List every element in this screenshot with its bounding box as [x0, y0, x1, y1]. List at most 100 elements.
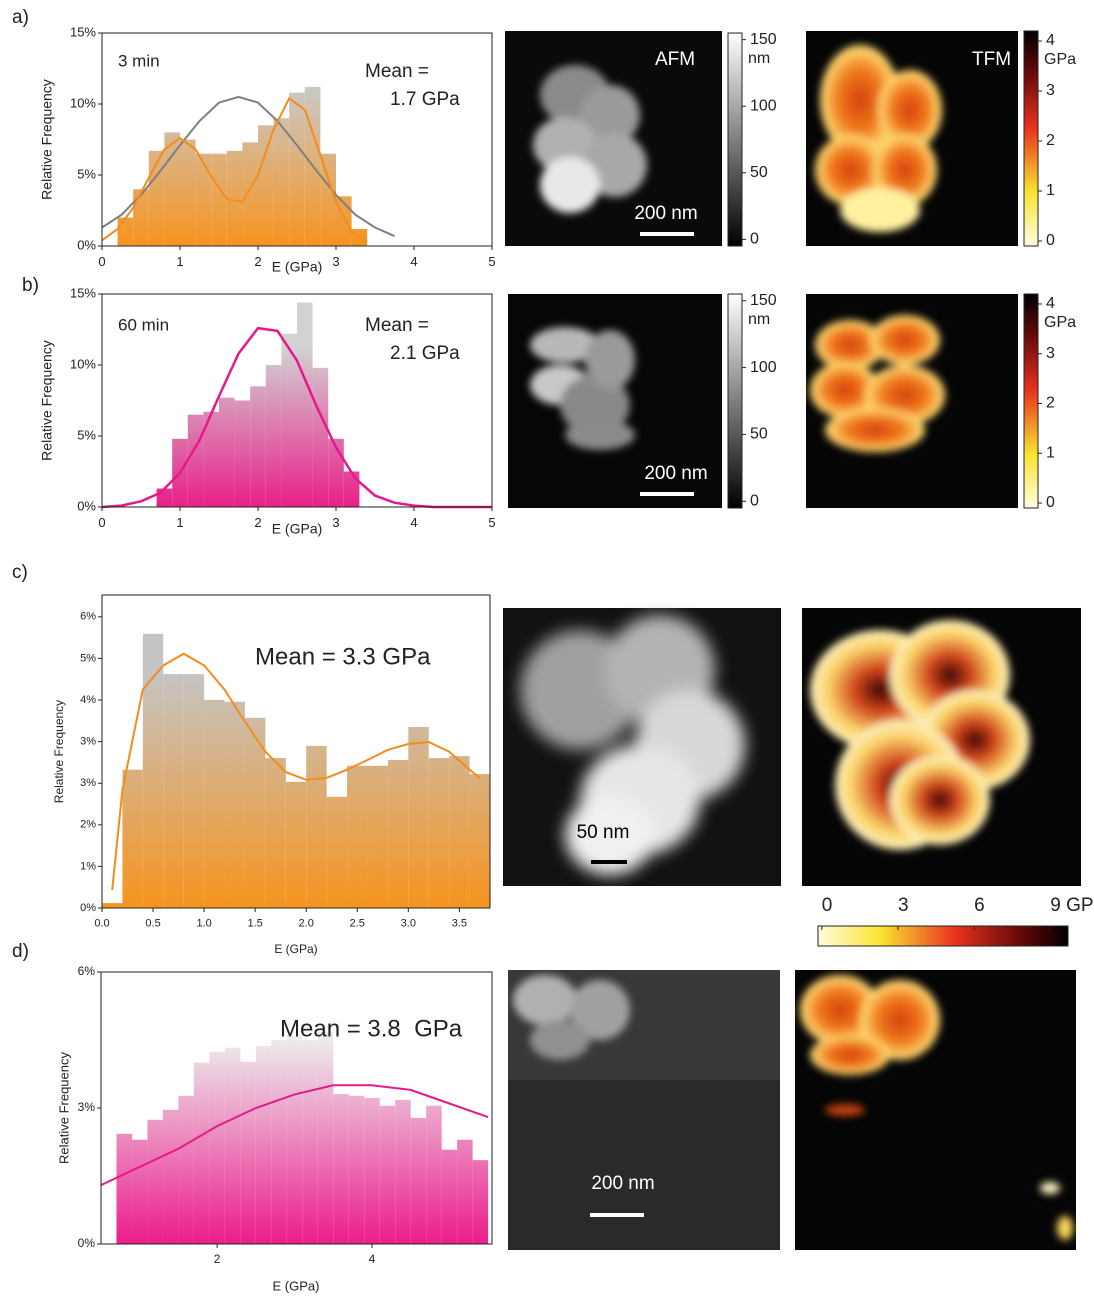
- y-tick-label: 6%: [78, 964, 96, 978]
- histogram-bar: [281, 333, 297, 507]
- x-tick-label: 4: [410, 515, 417, 530]
- histogram-bar: [333, 1093, 349, 1244]
- tfm-label: TFM: [972, 49, 1011, 70]
- x-tick-label: 1.5: [248, 918, 263, 930]
- fit-curve: [111, 652, 481, 891]
- colorbar: [1023, 30, 1039, 247]
- histogram-bar: [472, 1160, 489, 1244]
- scale-bar-label: 50 nm: [577, 822, 630, 843]
- colorbar-tick-label: 4: [1046, 295, 1055, 312]
- histogram-bar: [234, 400, 251, 507]
- colorbar-tick-label: 100: [750, 359, 777, 376]
- histogram-bar: [219, 397, 235, 507]
- x-tick-label: 3: [332, 254, 339, 269]
- y-tick-label: 4%: [80, 694, 96, 706]
- colorbar: [727, 293, 743, 509]
- histogram-bar: [142, 633, 164, 908]
- y-tick-label: 3%: [78, 1100, 96, 1114]
- colorbar-tick-label: 1: [1046, 444, 1055, 461]
- histogram-bar: [224, 701, 245, 908]
- histogram-bar: [116, 1133, 132, 1244]
- annotation: Mean = 3.8 GPa: [280, 1015, 463, 1042]
- x-tick-label: 0.0: [94, 918, 109, 930]
- histogram-panel: 0% 3% 6% 2 4 E (GPa) Relative Frequency Mean = …: [56, 964, 493, 1293]
- histogram-bar: [271, 1040, 287, 1244]
- panel-label: c): [12, 562, 28, 583]
- colorbar-tick-label: 150: [750, 31, 777, 48]
- panel-label: b): [22, 275, 39, 296]
- plot-frame: [101, 594, 491, 909]
- histogram-bar: [122, 769, 143, 908]
- histogram-bar: [410, 1117, 427, 1244]
- colorbar: [727, 32, 743, 247]
- histogram-bar: [133, 189, 149, 246]
- tfm-image: TFM: [806, 31, 1018, 246]
- y-tick-label: 2%: [80, 819, 96, 831]
- scale-bar-label: 200 nm: [644, 463, 707, 484]
- histogram-bar: [203, 411, 219, 507]
- histogram-bar: [326, 796, 348, 908]
- x-tick-label: 2.5: [350, 918, 365, 930]
- y-axis-label: Relative Frequency: [52, 700, 66, 803]
- y-tick-label: 10%: [70, 95, 96, 110]
- histogram-bar: [286, 1035, 303, 1244]
- histogram-bar: [187, 414, 204, 507]
- x-tick-label: 2: [254, 515, 261, 530]
- annotation: 1.7 GPa: [390, 89, 460, 110]
- histogram-bar: [204, 699, 225, 908]
- histogram-bar: [379, 1105, 396, 1244]
- y-axis-label: Relative Frequency: [39, 79, 55, 200]
- histogram-bar: [255, 1045, 272, 1244]
- histogram-bar: [211, 153, 227, 246]
- x-tick-label: 0.5: [145, 918, 160, 930]
- colorbar-unit: nm: [748, 311, 770, 328]
- histogram-bar: [148, 150, 165, 246]
- fit-curve: [100, 1084, 489, 1187]
- plot-frame: [101, 293, 493, 508]
- histogram-bar: [408, 726, 429, 908]
- annotation: 2.1 GPa: [390, 343, 460, 364]
- colorbar-tick-label: 100: [750, 97, 777, 114]
- afm-image: AFM 200 nm: [505, 31, 722, 246]
- histogram-bar: [180, 139, 196, 246]
- colorbar-tick-label: 50: [750, 164, 768, 181]
- histogram-bar: [224, 1047, 241, 1244]
- colorbar-tick-label: 0: [1046, 494, 1055, 511]
- histogram-bar: [289, 92, 305, 246]
- annotation: Mean =: [365, 315, 429, 336]
- afm-image: 200 nm: [508, 294, 722, 508]
- colorbar-tick-label: 3: [1046, 345, 1055, 362]
- histogram-bar: [285, 781, 307, 908]
- histogram-bar: [265, 758, 286, 908]
- x-axis-label: E (GPa): [272, 521, 323, 537]
- plot-frame: [101, 32, 493, 247]
- histogram-bar: [162, 1109, 179, 1244]
- y-tick-label: 5%: [80, 652, 96, 664]
- y-tick-label: 5%: [77, 166, 96, 181]
- histogram-bar: [242, 142, 258, 246]
- panel-label: d): [12, 941, 29, 962]
- y-tick-label: 0%: [77, 498, 96, 513]
- x-tick-label: 5: [488, 254, 495, 269]
- annotation: Mean = 3.3 GPa: [255, 643, 431, 670]
- x-tick-label: 5: [488, 515, 495, 530]
- histogram-bar: [131, 1139, 148, 1244]
- x-tick-label: 2: [214, 1252, 221, 1266]
- histogram-bar: [441, 1149, 458, 1244]
- y-axis-label: Relative Frequency: [39, 340, 55, 461]
- scale-bar-label: 200 nm: [634, 203, 697, 224]
- colorbar: [817, 925, 1069, 947]
- histogram-bar: [302, 1040, 318, 1244]
- y-tick-label: 5%: [77, 427, 96, 442]
- y-tick-label: 0%: [80, 902, 96, 914]
- panel-label: a): [12, 7, 29, 28]
- afm-label: AFM: [655, 49, 695, 70]
- x-tick-label: 3: [332, 515, 339, 530]
- colorbar-tick-label: 4: [1046, 32, 1055, 49]
- histogram-bar: [258, 125, 274, 246]
- colorbar-tick-label: 50: [750, 426, 768, 443]
- tfm-image: [795, 970, 1076, 1250]
- y-tick-label: 15%: [70, 285, 96, 300]
- colorbar-tick-label: 1: [1046, 182, 1055, 199]
